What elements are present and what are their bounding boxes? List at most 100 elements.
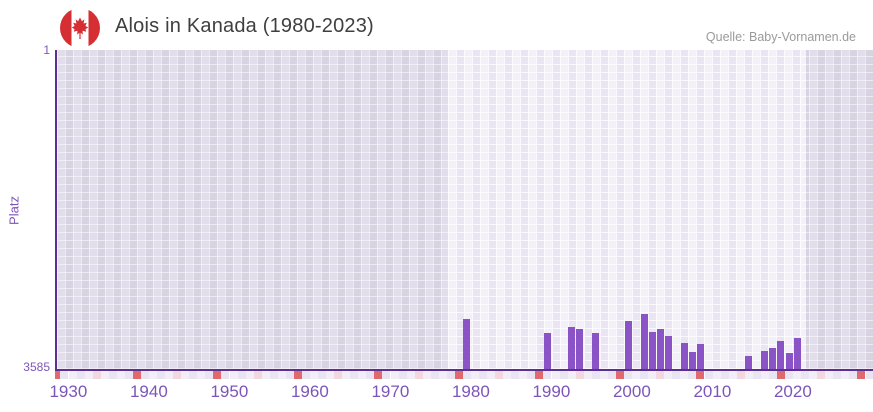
year-tick-1962 — [310, 371, 318, 379]
year-tick-1969 — [366, 371, 375, 379]
bar-2022 — [793, 337, 801, 369]
year-tick-1944 — [165, 371, 174, 379]
year-tick-2014 — [728, 371, 737, 379]
year-tick-1974 — [406, 371, 415, 379]
x-axis-tick-strip — [55, 371, 873, 379]
year-tick-1960 — [293, 371, 302, 379]
bar-2010 — [696, 344, 704, 369]
year-tick-2015 — [736, 371, 745, 379]
year-tick-2017 — [752, 371, 761, 379]
year-tick-1980 — [454, 371, 463, 379]
year-tick-2005 — [656, 371, 665, 379]
bar-2016 — [745, 356, 753, 369]
year-tick-1998 — [599, 371, 608, 379]
year-tick-2022 — [793, 371, 801, 379]
year-tick-2025 — [817, 371, 826, 379]
bar-2019 — [769, 347, 777, 369]
year-tick-1942 — [149, 371, 157, 379]
bar-2008 — [680, 343, 688, 369]
year-tick-1992 — [551, 371, 560, 379]
year-tick-2000 — [615, 371, 624, 379]
year-tick-1932 — [68, 371, 77, 379]
year-tick-1967 — [350, 371, 359, 379]
year-tick-2001 — [624, 371, 632, 379]
bar-1981 — [463, 319, 471, 369]
year-tick-2016 — [744, 371, 753, 379]
x-axis-label-2000: 2000 — [612, 382, 651, 401]
year-tick-1934 — [84, 371, 93, 379]
year-tick-1955 — [253, 371, 262, 379]
year-tick-1958 — [277, 371, 286, 379]
year-tick-1988 — [519, 371, 528, 379]
x-axis-label-1940: 1940 — [129, 382, 168, 401]
y-axis-top-label: 1 — [43, 43, 50, 57]
highlight-band-1980-2023 — [448, 50, 806, 369]
bar-1995 — [576, 328, 584, 369]
x-axis-label-1960: 1960 — [290, 382, 329, 401]
year-tick-1996 — [583, 371, 592, 379]
x-axis-label-1980: 1980 — [451, 382, 490, 401]
bar-2001 — [624, 321, 632, 369]
year-tick-1952 — [229, 371, 238, 379]
year-tick-2004 — [648, 371, 657, 379]
year-tick-2012 — [712, 371, 721, 379]
x-axis-label-1930: 1930 — [49, 382, 88, 401]
year-tick-1966 — [342, 371, 351, 379]
source-attribution: Quelle: Baby-Vornamen.de — [705, 30, 856, 44]
year-tick-1979 — [446, 371, 455, 379]
year-tick-1981 — [462, 371, 471, 379]
year-tick-1987 — [511, 371, 520, 379]
year-tick-1993 — [559, 371, 568, 379]
year-tick-1985 — [495, 371, 504, 379]
year-tick-2023 — [801, 371, 809, 379]
year-tick-2007 — [672, 371, 681, 379]
year-tick-1937 — [108, 371, 117, 379]
year-tick-2024 — [809, 371, 818, 379]
year-tick-1943 — [157, 371, 165, 379]
year-tick-1941 — [140, 371, 149, 379]
bar-2006 — [664, 335, 672, 369]
bar-1991 — [543, 332, 551, 369]
year-tick-1991 — [543, 371, 552, 379]
bar-2021 — [785, 353, 793, 369]
year-tick-1978 — [438, 371, 447, 379]
year-tick-2003 — [640, 371, 648, 379]
year-tick-1930 — [55, 371, 61, 379]
year-tick-1972 — [390, 371, 399, 379]
year-tick-2026 — [825, 371, 834, 379]
year-tick-1986 — [503, 371, 512, 379]
year-tick-1982 — [471, 371, 479, 379]
bar-2004 — [648, 331, 656, 369]
bar-1994 — [568, 326, 576, 369]
year-tick-2010 — [696, 371, 705, 379]
year-tick-1946 — [181, 371, 190, 379]
bar-2005 — [656, 329, 664, 369]
year-tick-1997 — [591, 371, 600, 379]
year-tick-1961 — [301, 371, 310, 379]
year-tick-2019 — [768, 371, 777, 379]
year-tick-2020 — [776, 371, 785, 379]
year-tick-1954 — [245, 371, 254, 379]
year-tick-1948 — [197, 371, 206, 379]
year-tick-1984 — [487, 371, 496, 379]
year-tick-2031 — [865, 371, 873, 379]
year-tick-1938 — [116, 371, 125, 379]
year-tick-1963 — [318, 371, 326, 379]
x-axis-label-2020: 2020 — [773, 382, 812, 401]
y-axis-title: Platz — [6, 196, 22, 225]
year-tick-2027 — [833, 371, 842, 379]
bar-2003 — [640, 314, 648, 369]
year-tick-1933 — [76, 371, 85, 379]
year-tick-1945 — [173, 371, 182, 379]
year-tick-1983 — [479, 371, 487, 379]
year-tick-1976 — [422, 371, 431, 379]
year-tick-2002 — [632, 371, 640, 379]
year-tick-1959 — [285, 371, 294, 379]
year-tick-1949 — [205, 371, 214, 379]
year-tick-2028 — [841, 371, 850, 379]
year-tick-1975 — [414, 371, 423, 379]
canada-flag-icon — [60, 8, 100, 48]
year-tick-1956 — [261, 371, 270, 379]
year-tick-1931 — [60, 371, 69, 379]
page-title: Alois in Kanada (1980-2023) — [115, 15, 374, 37]
